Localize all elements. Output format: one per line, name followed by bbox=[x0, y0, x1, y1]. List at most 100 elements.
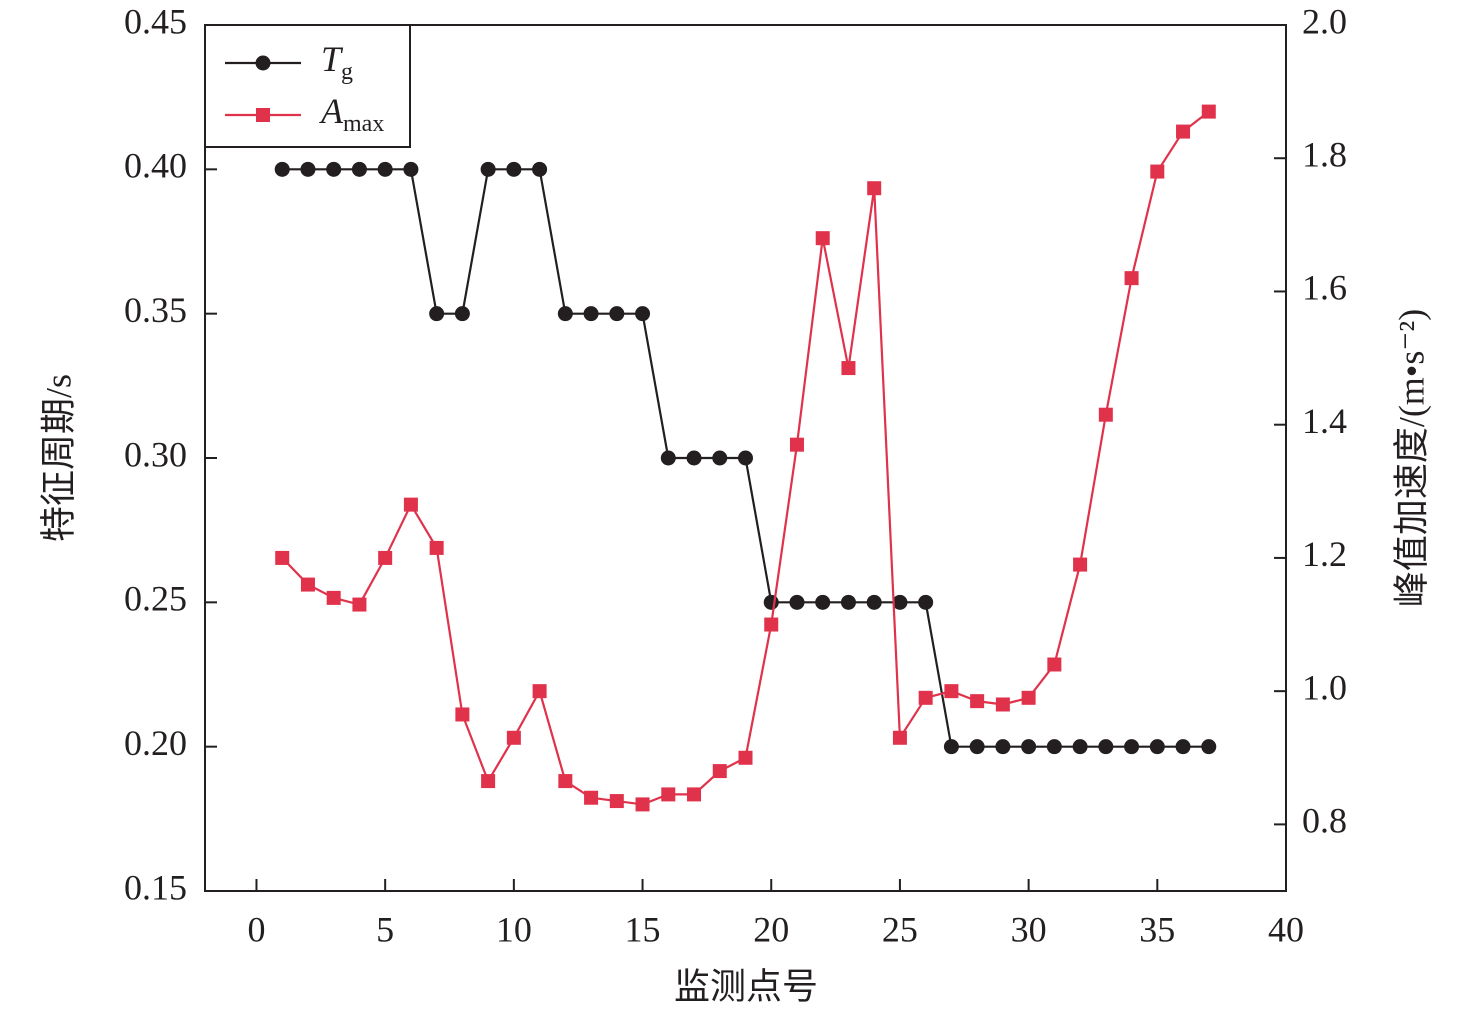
point bbox=[454, 306, 470, 322]
point bbox=[660, 450, 676, 466]
point bbox=[275, 550, 290, 565]
y-tick-label: 0.30 bbox=[124, 434, 187, 474]
point bbox=[558, 774, 573, 789]
point bbox=[995, 697, 1010, 712]
point bbox=[815, 231, 830, 246]
y-tick-label: 0.20 bbox=[124, 723, 187, 763]
point bbox=[840, 594, 856, 610]
point bbox=[403, 161, 419, 177]
point bbox=[764, 617, 779, 632]
point bbox=[815, 594, 831, 610]
point bbox=[712, 450, 728, 466]
point bbox=[1175, 739, 1191, 755]
point bbox=[970, 694, 985, 709]
point bbox=[789, 594, 805, 610]
point bbox=[274, 161, 290, 177]
point bbox=[326, 590, 341, 605]
point bbox=[429, 306, 445, 322]
point bbox=[686, 450, 702, 466]
x-tick-label: 20 bbox=[753, 909, 789, 949]
x-tick-label: 15 bbox=[625, 909, 661, 949]
point bbox=[1124, 739, 1140, 755]
x-tick-label: 10 bbox=[496, 909, 532, 949]
point bbox=[429, 540, 444, 555]
point bbox=[1021, 690, 1036, 705]
point bbox=[532, 684, 547, 699]
point bbox=[480, 161, 496, 177]
point bbox=[789, 437, 804, 452]
point bbox=[351, 161, 367, 177]
legend-label: Amax bbox=[319, 91, 384, 136]
point bbox=[738, 750, 753, 765]
point bbox=[378, 550, 393, 565]
point bbox=[918, 594, 934, 610]
point bbox=[1021, 739, 1037, 755]
point bbox=[326, 161, 342, 177]
y-tick-label: 0.45 bbox=[124, 1, 187, 41]
point bbox=[661, 787, 676, 802]
point bbox=[1124, 271, 1139, 286]
point bbox=[609, 306, 625, 322]
point bbox=[1201, 739, 1217, 755]
point bbox=[1098, 739, 1114, 755]
point bbox=[635, 306, 651, 322]
x-tick-label: 5 bbox=[376, 909, 394, 949]
y2-tick-label: 1.6 bbox=[1302, 268, 1347, 308]
point bbox=[969, 739, 985, 755]
point bbox=[584, 790, 599, 805]
y-tick-label: 0.15 bbox=[124, 867, 187, 907]
point bbox=[1201, 104, 1216, 119]
point bbox=[1073, 557, 1088, 572]
point bbox=[892, 730, 907, 745]
point bbox=[995, 739, 1011, 755]
point bbox=[609, 794, 624, 809]
point bbox=[1046, 739, 1062, 755]
point bbox=[635, 797, 650, 812]
point bbox=[1047, 657, 1062, 672]
point bbox=[557, 306, 573, 322]
y-tick-label: 0.25 bbox=[124, 579, 187, 619]
point bbox=[1149, 739, 1165, 755]
y-tick-label: 0.40 bbox=[124, 146, 187, 186]
point bbox=[403, 497, 418, 512]
point bbox=[506, 161, 522, 177]
point bbox=[867, 181, 882, 196]
y-tick-label: 0.35 bbox=[124, 290, 187, 330]
y2-tick-label: 1.0 bbox=[1302, 667, 1347, 707]
point bbox=[918, 690, 933, 705]
point bbox=[481, 774, 496, 789]
x-tick-label: 30 bbox=[1011, 909, 1047, 949]
point bbox=[455, 707, 470, 722]
point bbox=[1098, 407, 1113, 422]
x-tick-label: 0 bbox=[247, 909, 265, 949]
point bbox=[300, 161, 316, 177]
x-tick-label: 40 bbox=[1268, 909, 1304, 949]
legend-marker bbox=[256, 108, 270, 122]
y2-tick-label: 1.8 bbox=[1302, 134, 1347, 174]
y2-tick-label: 2.0 bbox=[1302, 1, 1347, 41]
point bbox=[532, 161, 548, 177]
point bbox=[712, 764, 727, 779]
legend-label: Tg bbox=[321, 39, 353, 84]
point bbox=[687, 787, 702, 802]
point bbox=[1176, 124, 1191, 139]
point bbox=[892, 594, 908, 610]
legend-marker bbox=[255, 55, 271, 71]
point bbox=[300, 577, 315, 592]
y2-tick-label: 0.8 bbox=[1302, 801, 1347, 841]
point bbox=[738, 450, 753, 466]
point bbox=[841, 361, 856, 376]
legend-box bbox=[204, 24, 411, 148]
x-tick-label: 35 bbox=[1139, 909, 1175, 949]
point bbox=[943, 739, 959, 755]
point bbox=[377, 161, 393, 177]
y2-tick-label: 1.4 bbox=[1302, 401, 1347, 441]
y2-tick-label: 1.2 bbox=[1302, 534, 1347, 574]
x-tick-label: 25 bbox=[882, 909, 918, 949]
point bbox=[866, 594, 882, 610]
point bbox=[1072, 739, 1088, 755]
point bbox=[583, 306, 599, 322]
x-axis-label: 监测点号 bbox=[674, 966, 818, 1006]
point bbox=[1150, 164, 1165, 179]
